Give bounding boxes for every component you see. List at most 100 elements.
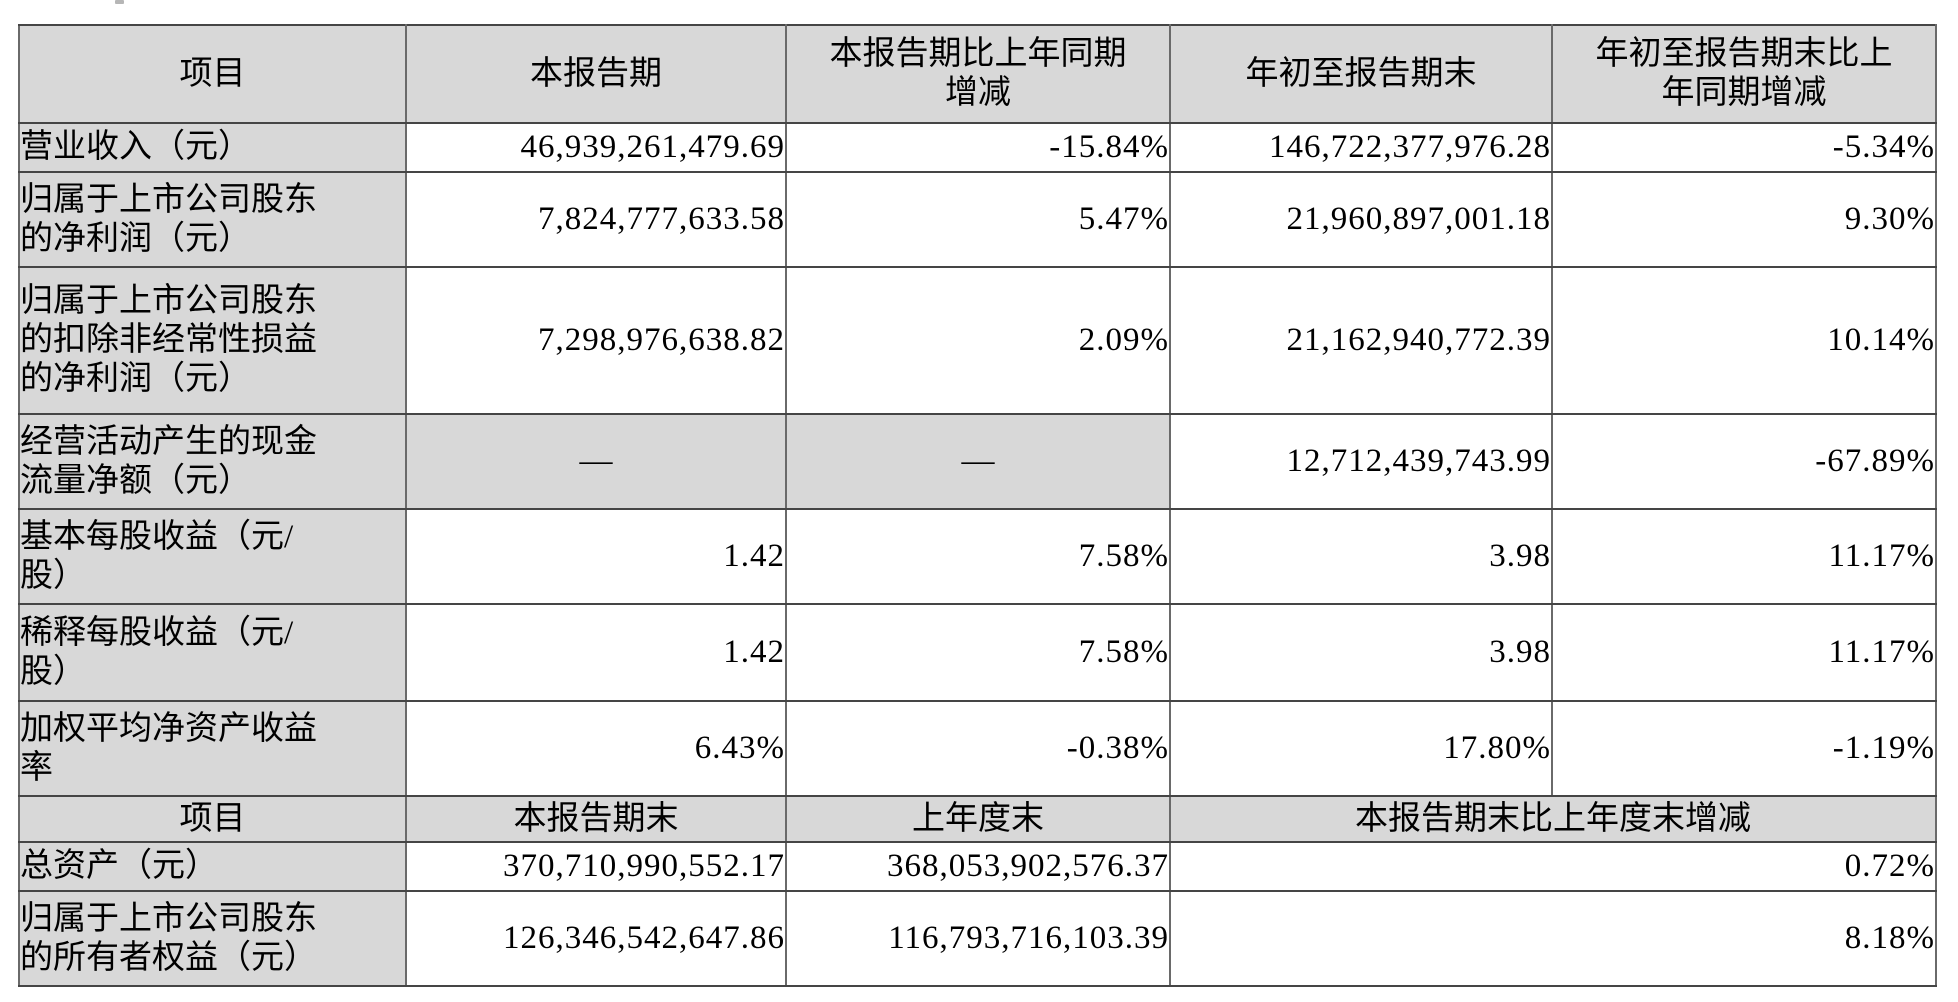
cell-text: 上年度末 [912,800,1044,837]
operating-cash-flow-col4: 12,712,439,743.99 [1169,413,1553,510]
weighted-roe-col5: -1.19% [1551,700,1937,797]
cell-text: 0.72% [1844,848,1935,884]
diluted-eps-col2: 1.42 [405,603,787,702]
total-assets-col3: 368,053,902,576.37 [785,841,1171,892]
cell-text: -5.34% [1832,129,1935,165]
header-top-col4: 年初至报告期末 [1169,24,1553,124]
cell-text: 5.47% [1078,201,1169,237]
header-top-col3: 本报告期比上年同期 增减 [785,24,1171,124]
cell-text: 营业收入（元） [20,129,251,165]
revenue-col4: 146,722,377,976.28 [1169,122,1553,173]
financial-summary-table: 项目 本报告期 本报告期比上年同期 增减 年初至报告期末 年初至报告期末比上 年同期增减 营业… [18,24,1937,987]
cell-text: 增减 [945,75,1011,111]
table-row-net-profit: 归属于上市公司股东 的净利润（元） 7,824,777,633.58 5.47% 21,… [18,171,1937,268]
table-row-revenue: 营业收入（元） 46,939,261,479.69 -15.84% 146,722,3… [18,122,1937,173]
cell-text: 7.58% [1078,538,1169,574]
cell-text: 本报告期比上年同期 [829,36,1127,72]
cell-text: 7,824,777,633.58 [538,201,785,237]
operating-cash-flow-col1: 经营活动产生的现金 流量净额（元） [18,413,407,510]
cell-text: 116,793,716,103.39 [888,920,1169,956]
cell-text: 3.98 [1489,538,1551,574]
header-top-col5: 年初至报告期末比上 年同期增减 [1551,24,1937,124]
cell-text: -0.38% [1066,730,1169,766]
cell-text: 年初至报告期末 [1245,55,1477,92]
equity-col3: 116,793,716,103.39 [785,890,1171,987]
cell-text: 加权平均净资产收益 [20,710,317,747]
header-bottom-col3: 上年度末 [785,795,1171,843]
equity-col2: 126,346,542,647.86 [405,890,787,987]
cell-text: 17.80% [1443,730,1551,766]
header-top-col2: 本报告期 [405,24,787,124]
net-profit-col5: 9.30% [1551,171,1937,268]
revenue-col5: -5.34% [1551,122,1937,173]
cell-text: 的扣除非经常性损益 [20,322,317,358]
operating-cash-flow-col5: -67.89% [1551,413,1937,510]
cell-text: 的净利润（元） [20,361,251,397]
cell-text: 370,710,990,552.17 [503,848,785,884]
cell-text: 率 [20,749,53,786]
table-row-header-top: 项目 本报告期 本报告期比上年同期 增减 年初至报告期末 年初至报告期末比上 年同期增减 [18,24,1937,124]
weighted-roe-col1: 加权平均净资产收益率 [18,700,407,797]
cell-text: 基本每股收益（元/ [20,518,294,555]
table-row-equity: 归属于上市公司股东 的所有者权益（元） 126,346,542,647.86 116,… [18,890,1937,987]
cell-text: — [579,443,613,479]
cell-text: 368,053,902,576.37 [887,848,1169,884]
cell-text: 11.17% [1828,634,1935,670]
cell-text: 项目 [179,800,246,837]
diluted-eps-col4: 3.98 [1169,603,1553,702]
cell-text: 46,939,261,479.69 [520,129,785,165]
operating-cash-flow-col2: — [405,413,787,510]
basic-eps-col1: 基本每股收益（元/股） [18,508,407,605]
operating-cash-flow-col3: — [785,413,1171,510]
deducted-net-profit-col5: 10.14% [1551,266,1937,415]
table-row-basic-eps: 基本每股收益（元/股） 1.42 7.58% 3.98 11.17% [18,508,1937,605]
net-profit-col1: 归属于上市公司股东 的净利润（元） [18,171,407,268]
net-profit-col3: 5.47% [785,171,1171,268]
weighted-roe-col4: 17.80% [1169,700,1553,797]
cell-text: 6.43% [694,730,785,766]
cell-text: — [961,443,995,479]
cell-text: 7.58% [1078,634,1169,670]
basic-eps-col4: 3.98 [1169,508,1553,605]
cell-text: 12,712,439,743.99 [1286,443,1551,479]
cell-text: 稀释每股收益（元/ [20,614,294,651]
cell-text: 11.17% [1828,538,1935,574]
basic-eps-col5: 11.17% [1551,508,1937,605]
financial-summary-body: 项目 本报告期 本报告期比上年同期 增减 年初至报告期末 年初至报告期末比上 年同期增减 营业… [18,24,1937,987]
cell-text: -1.19% [1832,730,1935,766]
total-assets-col4: 0.72% [1169,841,1937,892]
cell-text: 年初至报告期末比上 [1595,36,1893,72]
weighted-roe-col3: -0.38% [785,700,1171,797]
revenue-col2: 46,939,261,479.69 [405,122,787,173]
cell-text: 经营活动产生的现金 [20,423,317,460]
header-top-col1: 项目 [18,24,407,124]
cell-text: 归属于上市公司股东 [20,181,317,218]
table-row-total-assets: 总资产（元） 370,710,990,552.17 368,053,902,576.… [18,841,1937,892]
cell-text: 的净利润（元） [20,220,251,257]
total-assets-col1: 总资产（元） [18,841,407,892]
table-row-diluted-eps: 稀释每股收益（元/股） 1.42 7.58% 3.98 11.17% [18,603,1937,702]
table-row-header-bottom: 项目 本报告期末 上年度末 本报告期末比上年度末增减 [18,795,1937,843]
diluted-eps-col3: 7.58% [785,603,1171,702]
cell-text: 7,298,976,638.82 [538,322,785,358]
cell-text: 流量净额（元） [20,462,251,499]
table-row-operating-cash-flow: 经营活动产生的现金 流量净额（元） — — 12,712,439,743.99 -67.8… [18,413,1937,510]
table-row-weighted-roe: 加权平均净资产收益率 6.43% -0.38% 17.80% -1.19% [18,700,1937,797]
cell-text: 146,722,377,976.28 [1269,129,1551,165]
cell-text: 本报告期 [530,55,662,92]
header-bottom-col2: 本报告期末 [405,795,787,843]
cell-text: 2.09% [1078,322,1169,358]
cell-text: -15.84% [1049,129,1169,165]
equity-col4: 8.18% [1169,890,1937,987]
cell-text: 归属于上市公司股东 [20,900,317,937]
cell-text: 总资产（元） [20,848,218,884]
equity-col1: 归属于上市公司股东 的所有者权益（元） [18,890,407,987]
revenue-col1: 营业收入（元） [18,122,407,173]
cell-text: 归属于上市公司股东 [20,283,317,319]
total-assets-col2: 370,710,990,552.17 [405,841,787,892]
cell-text: 本报告期末比上年度末增减 [1355,800,1751,837]
header-bottom-col1: 项目 [18,795,407,843]
basic-eps-col2: 1.42 [405,508,787,605]
cell-text: 21,162,940,772.39 [1286,322,1551,358]
cell-text: 21,960,897,001.18 [1286,201,1551,237]
